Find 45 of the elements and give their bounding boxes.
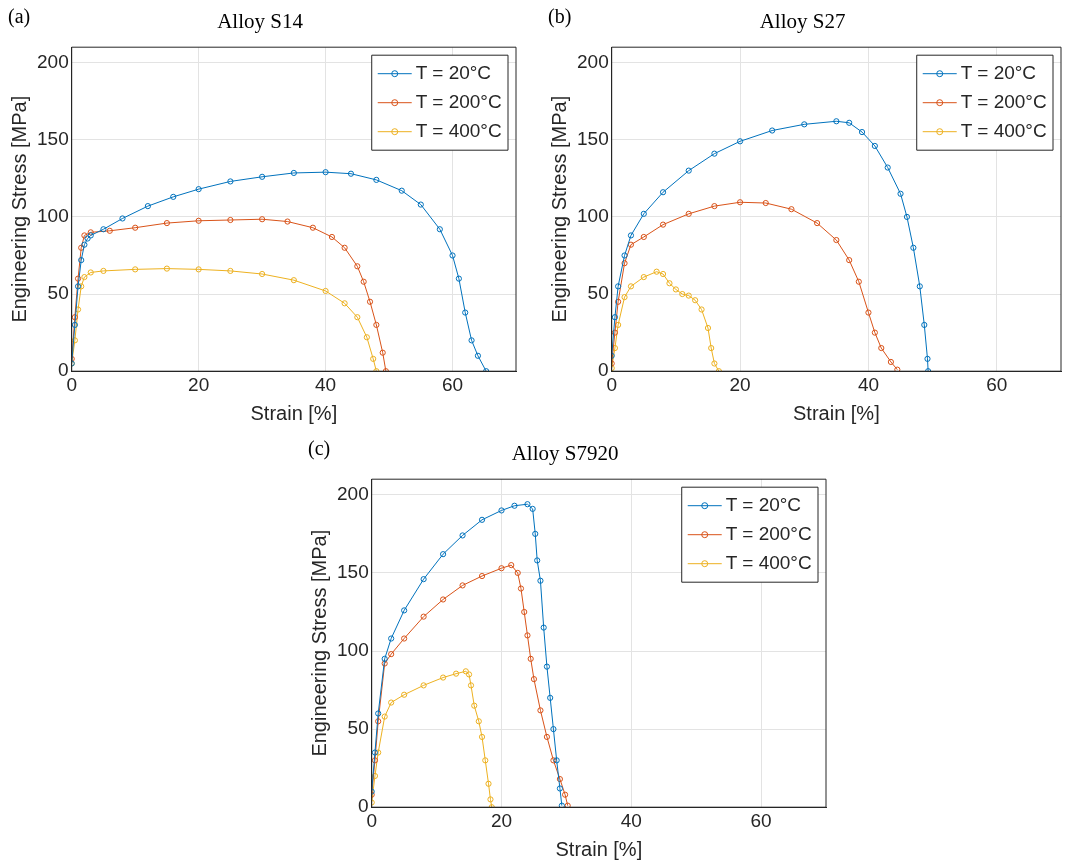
legend-label: T = 20°C bbox=[415, 61, 492, 83]
legend-label: T = 200°C bbox=[725, 522, 812, 544]
text: (b) bbox=[548, 5, 572, 29]
y-tick-label: 150 bbox=[337, 561, 369, 583]
y-tick-label: 50 bbox=[347, 717, 369, 739]
x-tick-label: 20 bbox=[729, 373, 751, 395]
legend-label: T = 200°C bbox=[960, 90, 1047, 112]
y-tick-label: 100 bbox=[577, 205, 609, 227]
legend-label: T = 20°C bbox=[960, 61, 1037, 83]
text: (a) bbox=[8, 5, 31, 29]
x-tick-label: 40 bbox=[620, 809, 642, 831]
x-tick-label: 60 bbox=[750, 809, 772, 831]
x-axis-title: Strain [%] bbox=[793, 401, 880, 424]
x-axis-title: Strain [%] bbox=[555, 837, 643, 860]
y-tick-label: 150 bbox=[577, 128, 609, 150]
chart-title: Alloy S27 bbox=[759, 9, 846, 34]
y-tick-label: 200 bbox=[577, 50, 609, 72]
y-tick-label: 50 bbox=[587, 282, 609, 304]
y-tick-label: 0 bbox=[58, 359, 69, 381]
y-tick-label: 200 bbox=[337, 483, 369, 505]
text: (c) bbox=[308, 437, 331, 461]
x-tick-label: 20 bbox=[490, 809, 513, 831]
y-tick-label: 200 bbox=[37, 50, 69, 72]
y-tick-label: 50 bbox=[47, 282, 69, 304]
legend-label: T = 400°C bbox=[960, 119, 1047, 141]
x-tick-label: 40 bbox=[315, 373, 337, 395]
legend-label: T = 200°C bbox=[415, 90, 502, 112]
y-tick-label: 0 bbox=[598, 359, 609, 381]
legend-label: T = 400°C bbox=[725, 551, 812, 573]
y-axis-title: Engineering Stress [MPa] bbox=[7, 95, 30, 323]
y-tick-label: 0 bbox=[358, 795, 369, 817]
y-axis-title: Engineering Stress [MPa] bbox=[547, 95, 570, 323]
chart-title: Alloy S7920 bbox=[511, 441, 619, 466]
x-tick-label: 60 bbox=[986, 373, 1008, 395]
y-tick-label: 100 bbox=[37, 205, 69, 227]
y-tick-label: 150 bbox=[37, 128, 69, 150]
y-axis-title: Engineering Stress [MPa] bbox=[307, 529, 330, 757]
legend-label: T = 400°C bbox=[415, 119, 502, 141]
x-tick-label: 20 bbox=[188, 373, 210, 395]
chart-title: Alloy S14 bbox=[217, 9, 304, 34]
x-tick-label: 60 bbox=[441, 373, 464, 395]
y-tick-label: 100 bbox=[337, 639, 369, 661]
x-tick-label: 40 bbox=[857, 373, 880, 395]
x-axis-title: Strain [%] bbox=[250, 401, 338, 424]
legend-label: T = 20°C bbox=[725, 493, 802, 515]
